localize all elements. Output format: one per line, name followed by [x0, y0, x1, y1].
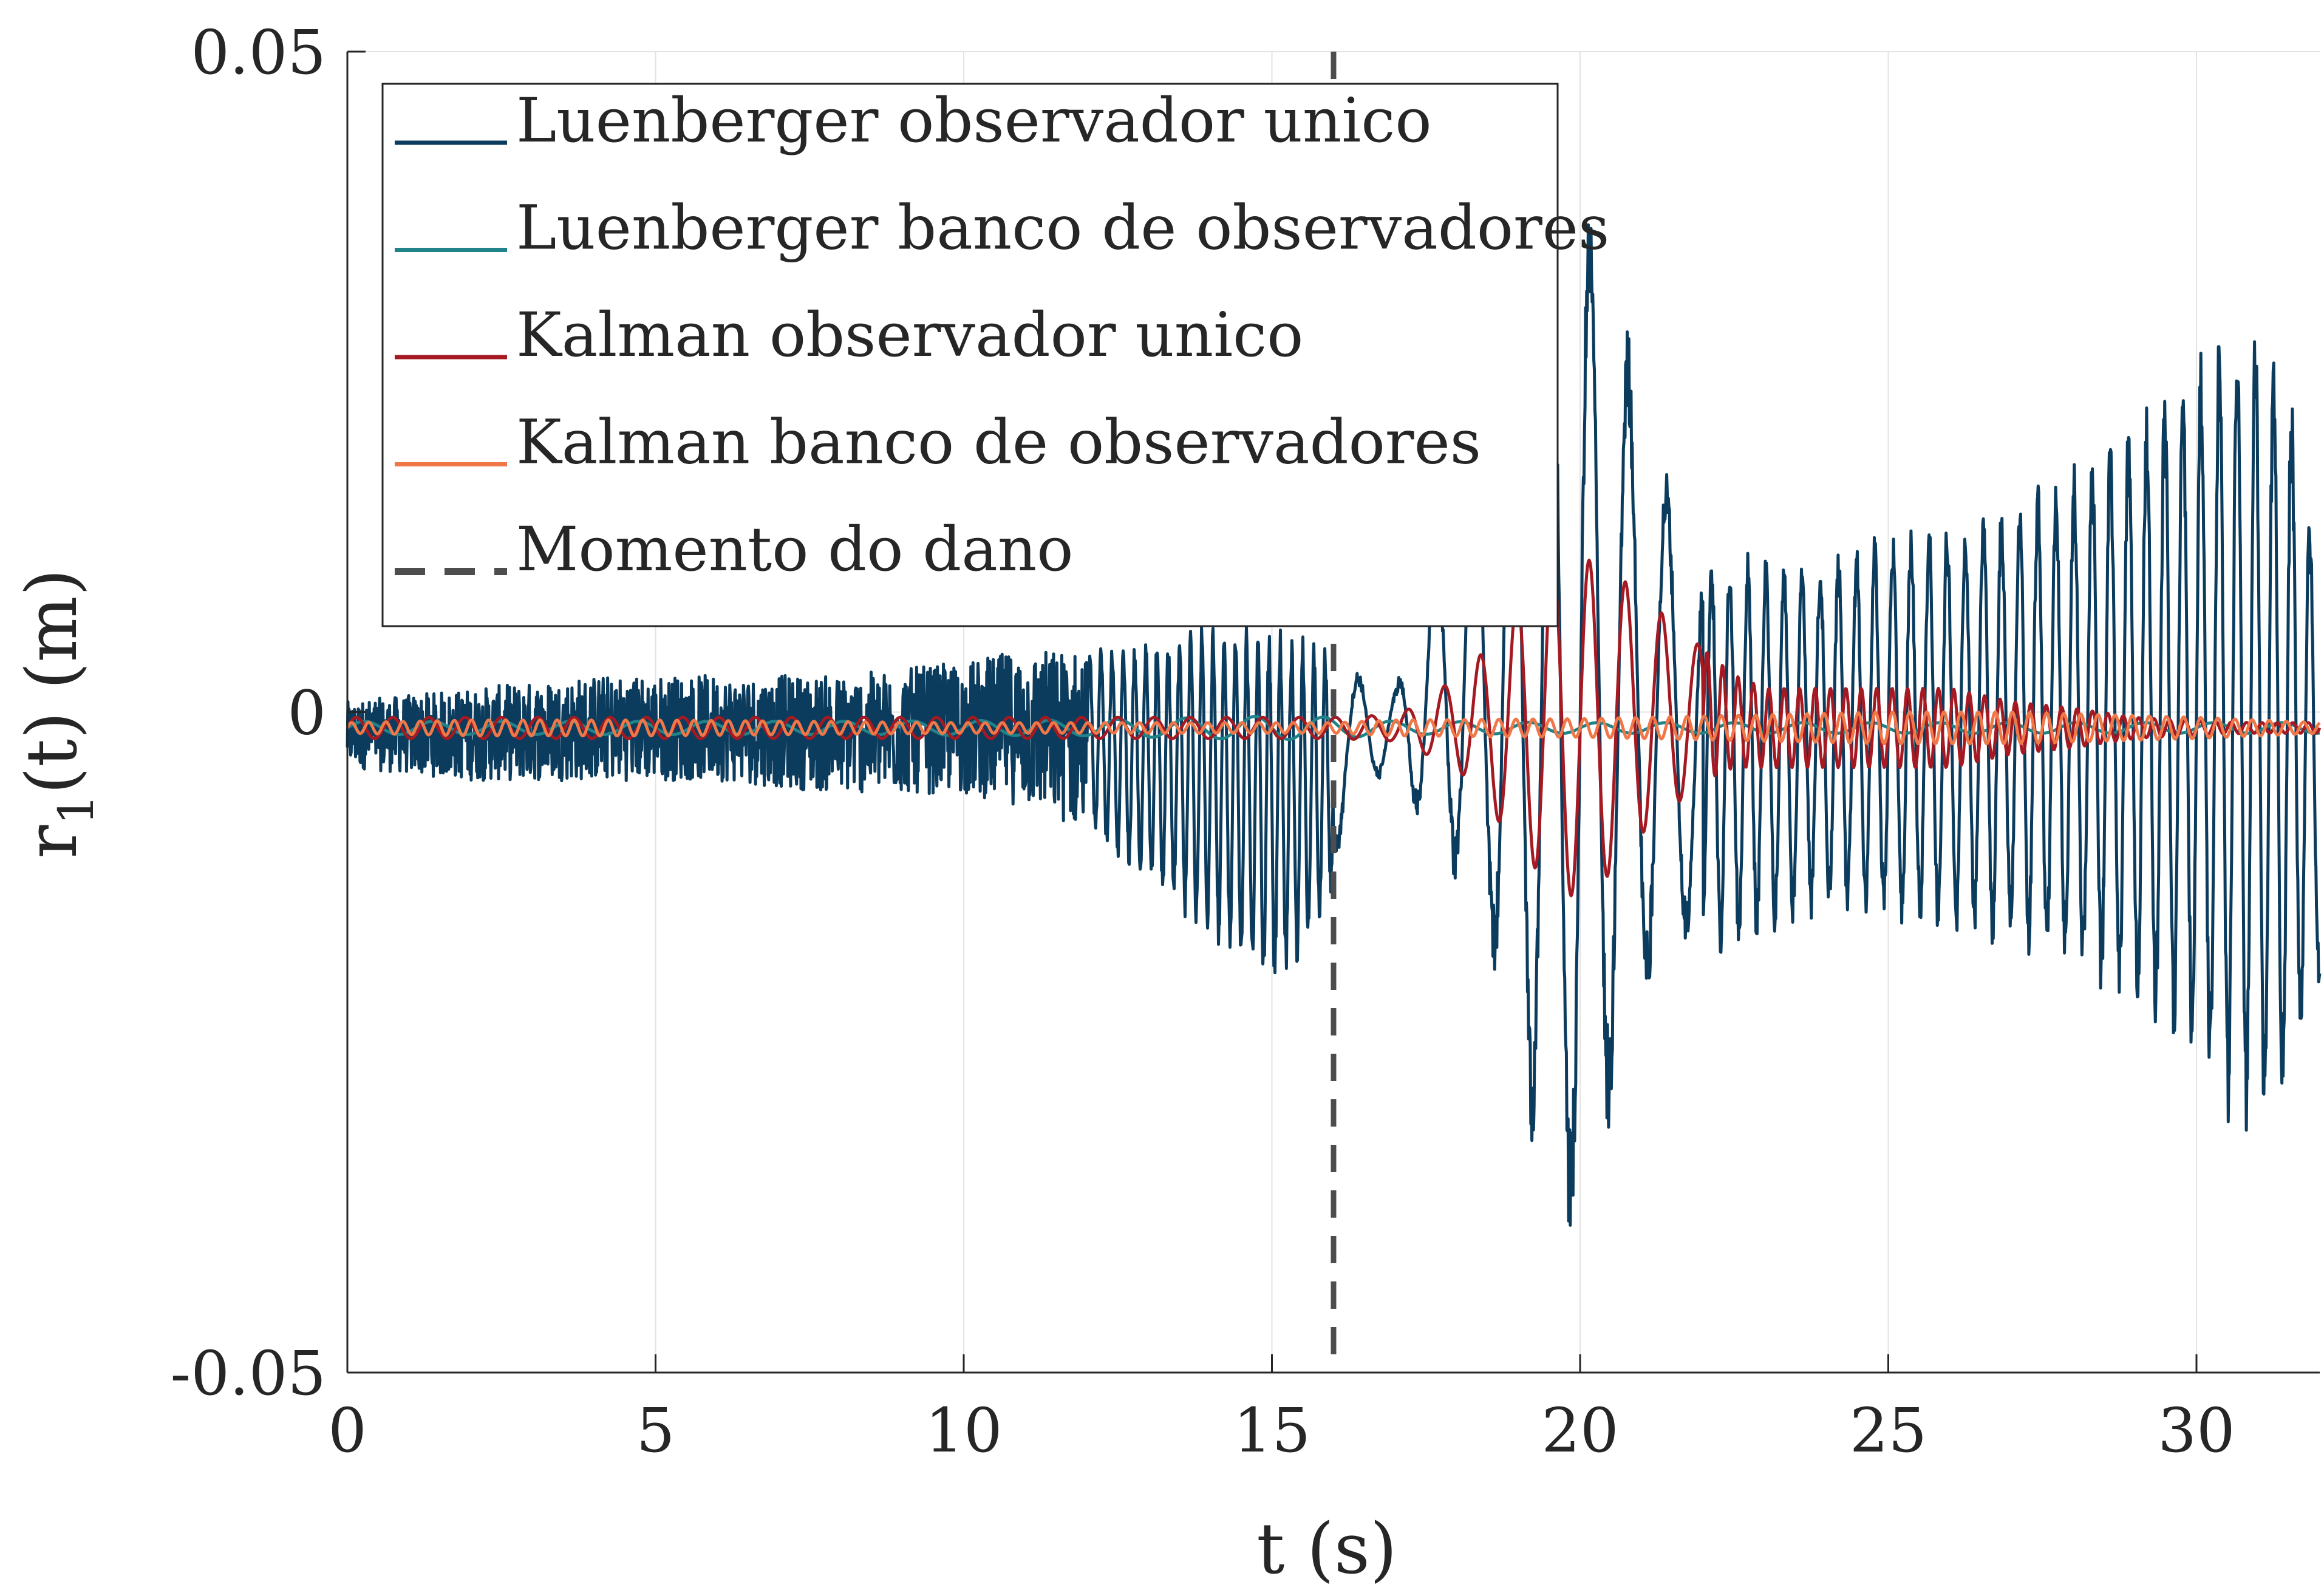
- x-axis-label: t (s): [1256, 1509, 1397, 1590]
- x-tick-label: 15: [1233, 1395, 1310, 1466]
- y-tick-label: -0.05: [171, 1338, 326, 1409]
- y-axis-label-main: r: [12, 825, 93, 859]
- legend: Luenberger observador unico Luenberger ba…: [381, 83, 1609, 627]
- series-line: [346, 554, 2322, 898]
- legend-label: Luenberger banco de observadores: [516, 193, 1609, 264]
- legend-label: Kalman banco de observadores: [516, 407, 1481, 478]
- x-ticks: 0 5 10 15 20 25 30: [328, 1354, 2235, 1466]
- y-axis-label-subscript: 1: [48, 794, 104, 825]
- x-tick-label: 10: [925, 1395, 1002, 1466]
- y-tick-label: 0.05: [191, 17, 326, 88]
- x-tick-label: 30: [2158, 1395, 2235, 1466]
- y-ticks: -0.05 0 0.05: [171, 17, 366, 1409]
- x-tick-label: 5: [636, 1395, 675, 1466]
- legend-label: Momento do dano: [516, 514, 1073, 585]
- series-line: [346, 711, 2321, 746]
- legend-label: Luenberger observador unico: [516, 85, 1432, 156]
- y-axis-label-tail: (t) (m): [12, 568, 93, 794]
- y-axis-label-text: r1(t) (m): [12, 568, 104, 858]
- legend-label: Kalman observador unico: [516, 299, 1303, 370]
- x-tick-label: 20: [1541, 1395, 1618, 1466]
- x-tick-label: 0: [328, 1395, 367, 1466]
- y-axis-label: r1(t) (m): [12, 568, 104, 858]
- y-tick-label: 0: [287, 678, 326, 749]
- legend-box: [381, 83, 1559, 627]
- x-tick-label: 25: [1850, 1395, 1927, 1466]
